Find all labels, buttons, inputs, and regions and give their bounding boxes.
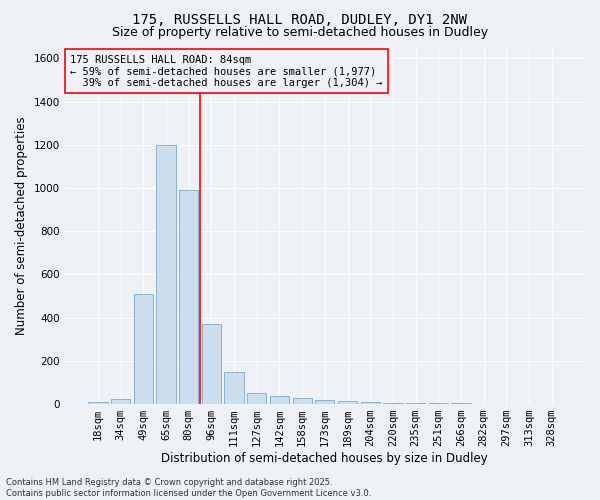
Text: 175 RUSSELLS HALL ROAD: 84sqm
← 59% of semi-detached houses are smaller (1,977)
: 175 RUSSELLS HALL ROAD: 84sqm ← 59% of s… bbox=[70, 54, 382, 88]
Bar bbox=[88, 402, 107, 404]
Text: Size of property relative to semi-detached houses in Dudley: Size of property relative to semi-detach… bbox=[112, 26, 488, 39]
Bar bbox=[315, 400, 334, 404]
Y-axis label: Number of semi-detached properties: Number of semi-detached properties bbox=[15, 116, 28, 335]
Bar bbox=[383, 403, 403, 404]
Bar bbox=[428, 403, 448, 404]
Bar bbox=[157, 145, 176, 404]
Bar bbox=[451, 403, 470, 404]
Bar bbox=[134, 294, 153, 404]
Bar bbox=[111, 398, 130, 404]
Bar bbox=[202, 324, 221, 404]
Text: Contains HM Land Registry data © Crown copyright and database right 2025.
Contai: Contains HM Land Registry data © Crown c… bbox=[6, 478, 371, 498]
Bar bbox=[179, 190, 199, 404]
X-axis label: Distribution of semi-detached houses by size in Dudley: Distribution of semi-detached houses by … bbox=[161, 452, 488, 465]
Bar bbox=[270, 396, 289, 404]
Bar bbox=[293, 398, 312, 404]
Bar bbox=[247, 394, 266, 404]
Bar bbox=[361, 402, 380, 404]
Bar bbox=[224, 372, 244, 404]
Text: 175, RUSSELLS HALL ROAD, DUDLEY, DY1 2NW: 175, RUSSELLS HALL ROAD, DUDLEY, DY1 2NW bbox=[133, 12, 467, 26]
Bar bbox=[338, 401, 357, 404]
Bar bbox=[406, 403, 425, 404]
